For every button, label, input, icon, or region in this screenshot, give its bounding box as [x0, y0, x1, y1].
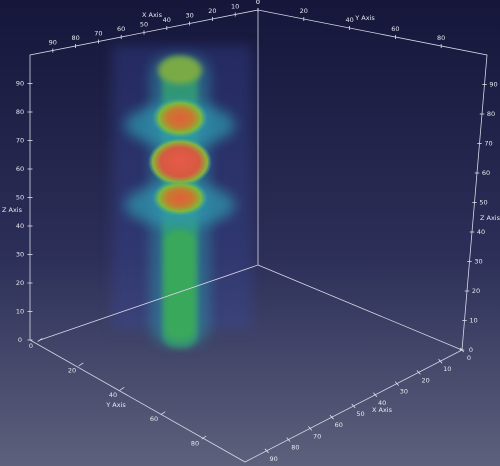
tick-label: 90	[16, 80, 24, 88]
axis-title: Y Axis	[354, 14, 375, 22]
tick-label: 60	[335, 421, 343, 429]
tick-label: 80	[191, 440, 199, 448]
tick-label: 90	[489, 81, 497, 89]
tick-label: 20	[472, 287, 480, 295]
tick-label: 0	[469, 346, 473, 354]
tick-label: 90	[270, 455, 278, 463]
tick-label: 40	[163, 16, 171, 24]
tick-label: 40	[477, 228, 485, 236]
tick-label: 40	[16, 222, 24, 230]
tick-label: 80	[16, 108, 24, 116]
tick-label: 80	[437, 34, 445, 42]
tick-label: 80	[487, 110, 495, 118]
tick-label: 30	[400, 388, 408, 396]
tick-label: 10	[16, 308, 24, 316]
tick-label: 80	[71, 34, 79, 42]
axis-title: X Axis	[372, 406, 393, 414]
tick-label: 60	[150, 415, 158, 423]
tick-label: 30	[185, 12, 193, 20]
tick-label: 0	[256, 0, 260, 6]
tick-label: 50	[140, 21, 148, 29]
tick-label: 70	[313, 432, 321, 440]
tick-label: 30	[16, 251, 24, 259]
tick-label: 10	[231, 3, 239, 11]
tick-label: 90	[49, 39, 57, 47]
volume	[112, 45, 252, 348]
tick-label: 30	[474, 258, 482, 266]
tick-label: 60	[482, 169, 490, 177]
axis-title: Z Axis	[2, 206, 23, 214]
tick-label: 10	[469, 317, 477, 325]
tick-label: 60	[391, 25, 399, 33]
tick-label: 60	[117, 25, 125, 33]
axis-title: Z Axis	[480, 214, 500, 222]
tick-label: 40	[109, 391, 117, 399]
tick-label: 50	[479, 199, 487, 207]
tick-label: 20	[421, 376, 429, 384]
axis-title: X Axis	[142, 11, 163, 19]
tick-label: 70	[484, 140, 492, 148]
volume-view: 0 10 20 30 40 50 60 70 80 90 X Axis 0 20 40 60 80 Y Axis…	[0, 0, 500, 466]
tick-label: 60	[16, 165, 24, 173]
tick-label: 70	[16, 137, 24, 145]
tick-label: 50	[16, 194, 24, 202]
tick-label: 40	[345, 16, 353, 24]
tick-label: 20	[68, 366, 76, 374]
tick-label: 50	[356, 410, 364, 418]
tick-label: 80	[291, 444, 299, 452]
tick-label: 20	[16, 279, 24, 287]
tick-label: 20	[208, 7, 216, 15]
tick-label: 10	[443, 365, 451, 373]
tick-label: 0	[18, 336, 22, 344]
axis-title: Y Axis	[105, 401, 126, 409]
tick-label: 0	[29, 342, 33, 350]
tick-label: 0	[467, 354, 471, 362]
tick-label: 70	[94, 30, 102, 38]
tick-label: 20	[300, 7, 308, 15]
